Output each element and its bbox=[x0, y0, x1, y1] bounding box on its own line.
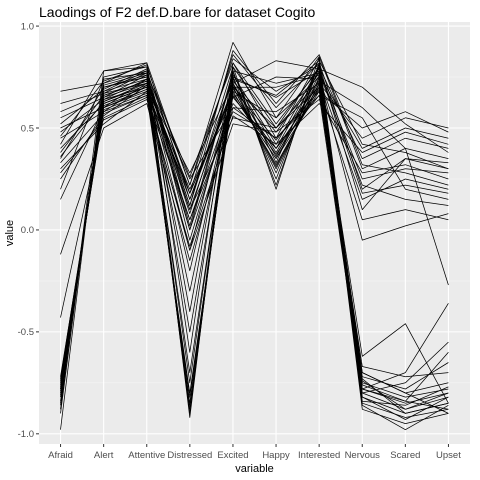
series-line bbox=[60, 60, 449, 200]
series-line bbox=[60, 88, 449, 414]
y-tick-label: 0.0 bbox=[21, 225, 34, 236]
y-tick-label: 1.0 bbox=[21, 21, 34, 32]
x-tick-label: Attentive bbox=[128, 450, 165, 461]
series-line bbox=[60, 76, 449, 221]
series-line bbox=[60, 58, 449, 410]
series-line bbox=[60, 99, 449, 247]
x-tick-label: Distressed bbox=[167, 450, 212, 461]
chart-title: Laodings of F2 def.D.bare for dataset Co… bbox=[39, 4, 315, 20]
x-axis-title: variable bbox=[235, 463, 274, 475]
series-line bbox=[60, 72, 449, 286]
x-tick-label: Excited bbox=[217, 450, 248, 461]
series-line bbox=[60, 95, 449, 251]
x-tick-label: Alert bbox=[94, 450, 114, 461]
series-line bbox=[60, 62, 449, 194]
series-line bbox=[60, 76, 449, 241]
x-tick-label: Happy bbox=[262, 450, 290, 461]
series-line bbox=[60, 90, 449, 221]
series-line bbox=[60, 84, 449, 231]
grid-major bbox=[39, 22, 470, 444]
x-tick-label: Upset bbox=[436, 450, 461, 461]
y-tick-label: 0.5 bbox=[21, 123, 34, 134]
y-tick-label: -1.0 bbox=[18, 429, 34, 440]
y-axis: -1.0 -0.5 0.0 0.5 1.0 bbox=[18, 21, 39, 440]
x-tick-label: Afraid bbox=[48, 450, 73, 461]
series-line bbox=[60, 68, 449, 227]
series-line bbox=[60, 58, 449, 210]
series-line bbox=[60, 60, 449, 200]
series-lines bbox=[60, 42, 449, 431]
x-tick-label: Interested bbox=[298, 450, 340, 461]
x-tick-label: Nervous bbox=[345, 450, 381, 461]
plot-panel bbox=[39, 22, 470, 444]
y-tick-label: -0.5 bbox=[18, 327, 34, 338]
x-axis: Afraid Alert Attentive Distressed Excited Hap… bbox=[48, 444, 461, 461]
x-tick-label: Scared bbox=[390, 450, 420, 461]
y-axis-title: value bbox=[4, 220, 16, 246]
